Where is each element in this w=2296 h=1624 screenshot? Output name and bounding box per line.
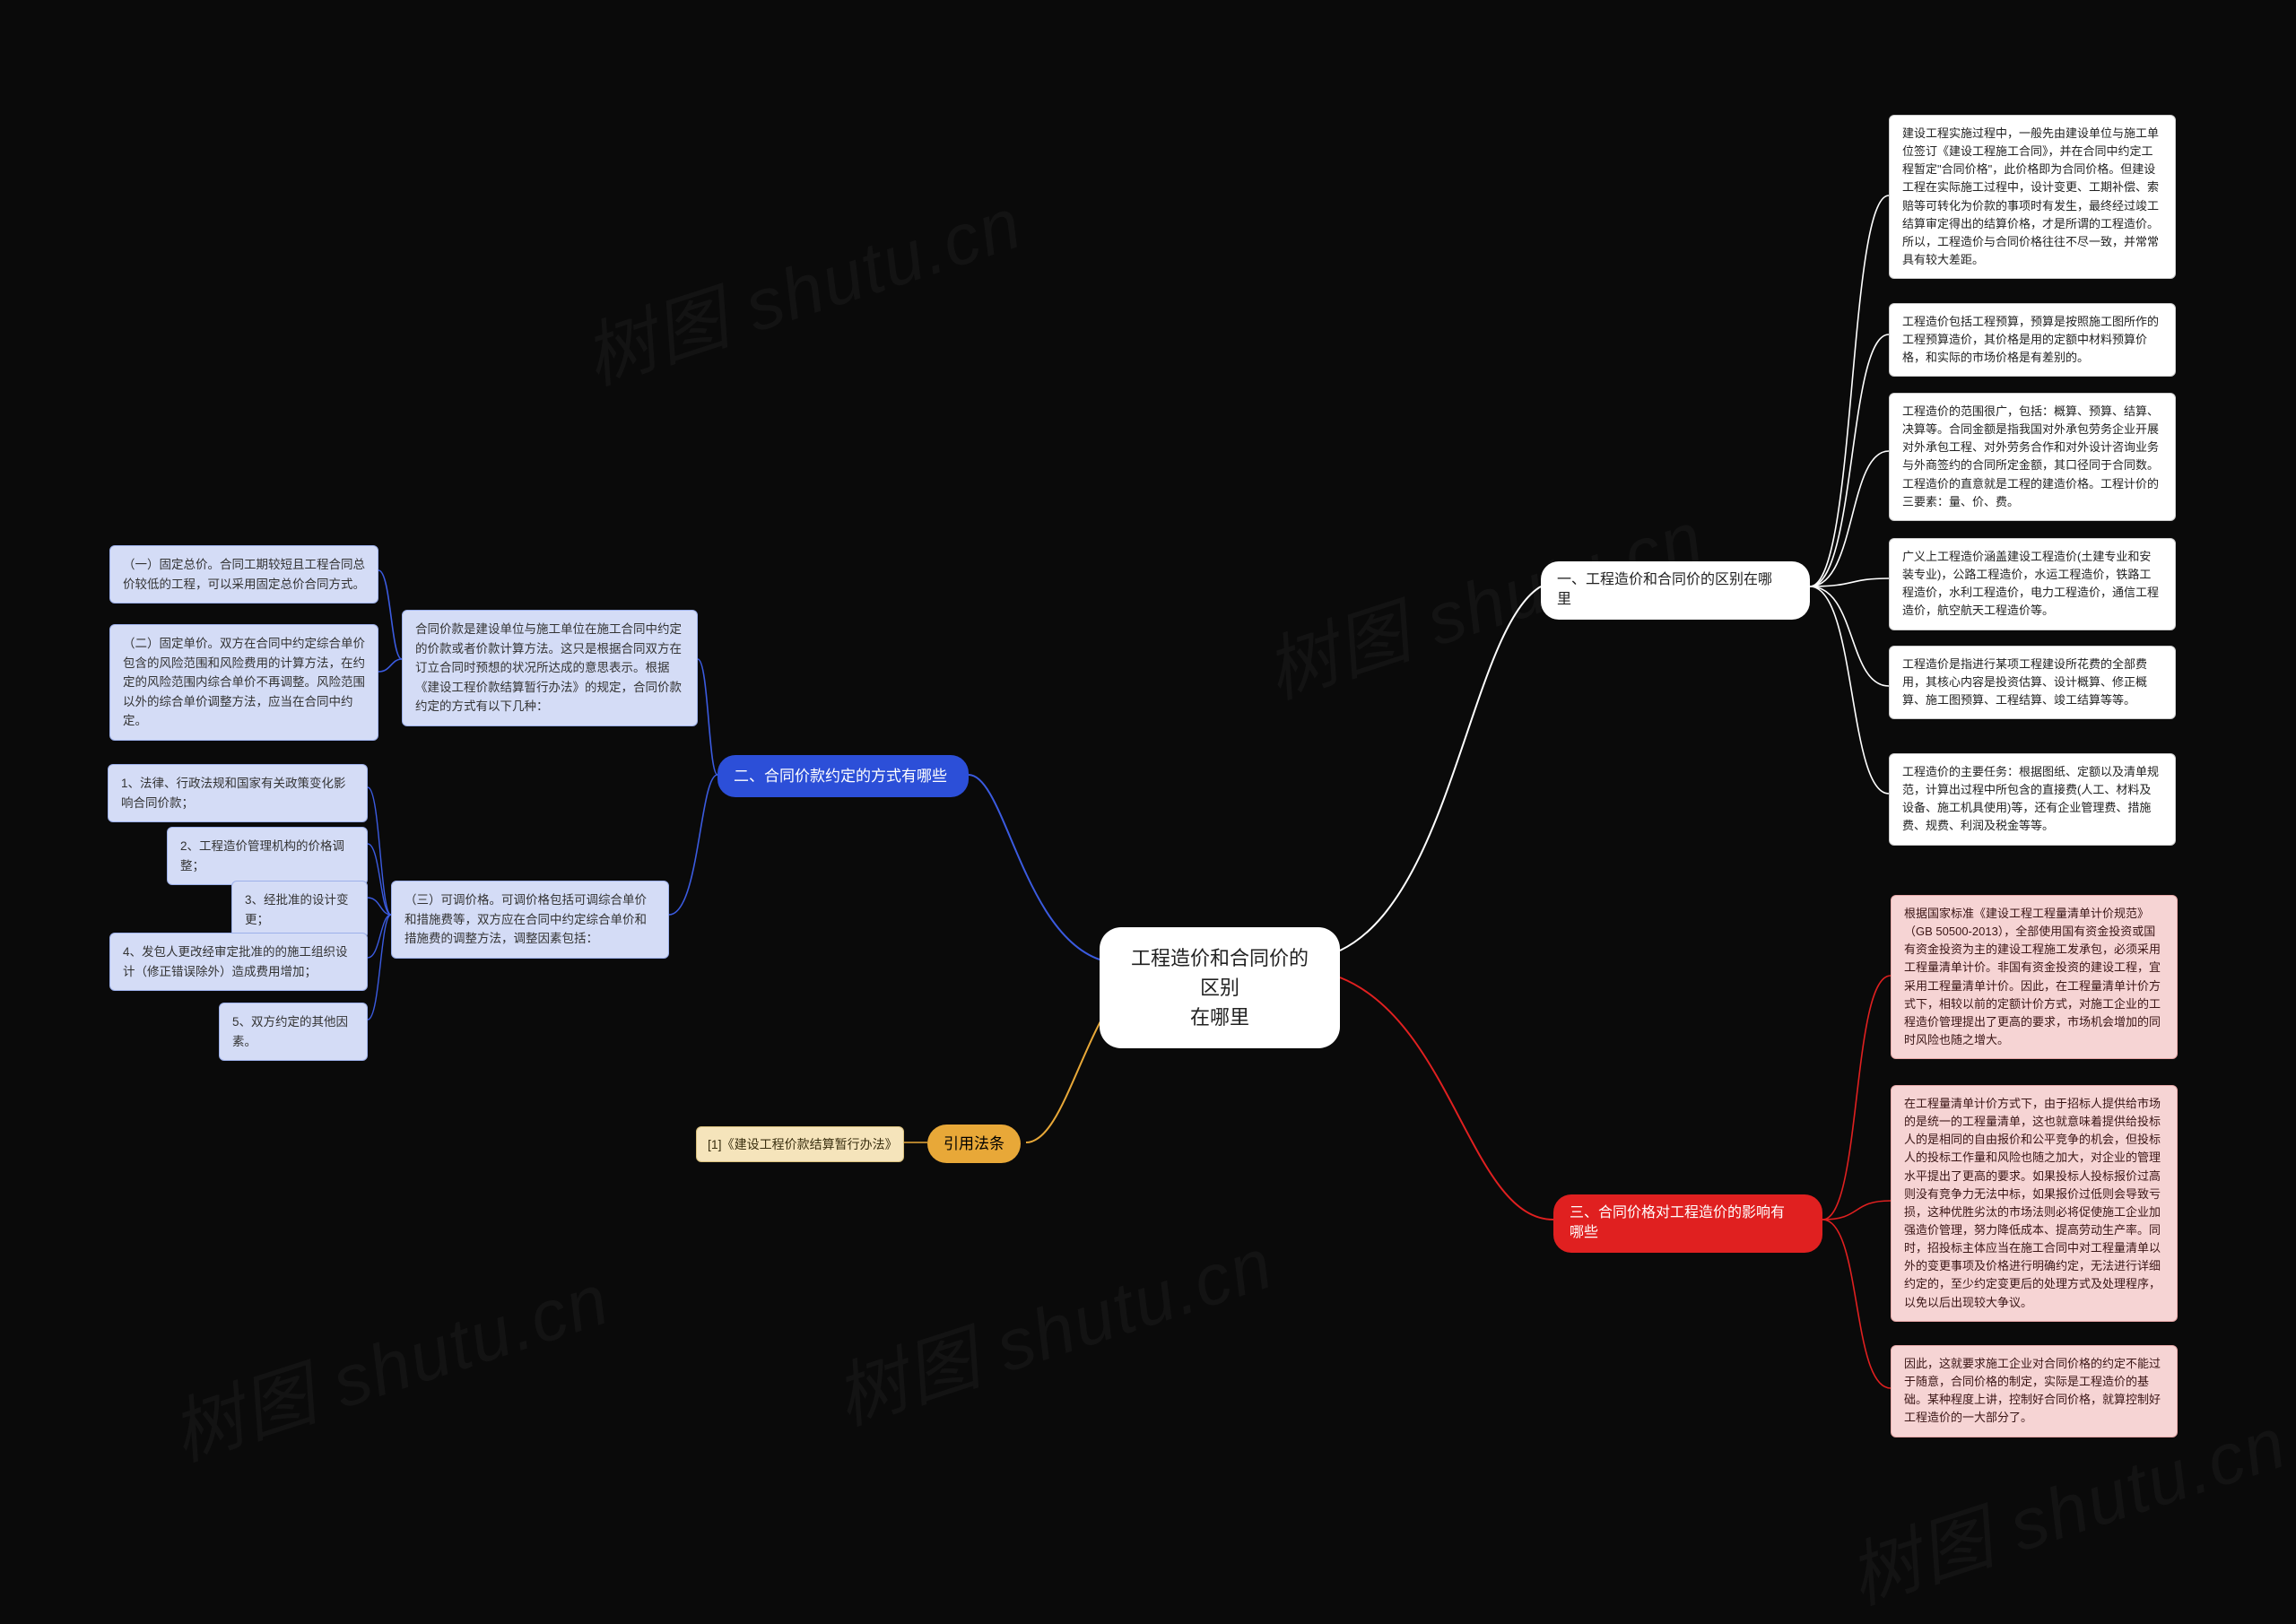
branch-3-leaf: [1]《建设工程价款结算暂行办法》 — [696, 1126, 904, 1162]
branch-4-title[interactable]: 三、合同价格对工程造价的影响有哪些 — [1553, 1194, 1822, 1253]
watermark: 树图 shutu.cn — [820, 1206, 1284, 1446]
branch-1-leaf: 建设工程实施过程中，一般先由建设单位与施工单位签订《建设工程施工合同》，并在合同… — [1889, 115, 2176, 279]
branch-3-title[interactable]: 引用法条 — [927, 1125, 1021, 1163]
branch-1-leaf: 工程造价是指进行某项工程建设所花费的全部费用，其核心内容是投资估算、设计概算、修… — [1889, 646, 2176, 719]
branch-4-leaf: 在工程量清单计价方式下，由于招标人提供给市场的是统一的工程量清单，这也就意味着提… — [1891, 1085, 2178, 1322]
branch-1-leaf: 工程造价的范围很广，包括：概算、预算、结算、决算等。合同金额是指我国对外承包劳务… — [1889, 393, 2176, 521]
branch-1-leaf: 广义上工程造价涵盖建设工程造价(土建专业和安装专业)，公路工程造价，水运工程造价… — [1889, 538, 2176, 630]
watermark: 树图 shutu.cn — [569, 166, 1033, 405]
branch-2-subitem: 3、经批准的设计变更； — [231, 881, 368, 939]
branch-2-item-3: （三）可调价格。可调价格包括可调综合单价和措施费等，双方应在合同中约定综合单价和… — [391, 881, 669, 959]
mindmap-center[interactable]: 工程造价和合同价的区别在哪里 — [1100, 927, 1340, 1048]
branch-2-item-2: （二）固定单价。双方在合同中约定综合单价包含的风险范围和风险费用的计算方法，在约… — [109, 624, 378, 741]
watermark: 树图 shutu.cn — [156, 1242, 621, 1481]
branch-2-subitem: 4、发包人更改经审定批准的的施工组织设计（修正错误除外）造成费用增加； — [109, 933, 368, 991]
branch-1-leaf: 工程造价的主要任务：根据图纸、定额以及清单规范，计算出过程中所包含的直接费(人工… — [1889, 753, 2176, 846]
branch-4-leaf: 因此，这就要求施工企业对合同价格的约定不能过于随意，合同价格的制定，实际是工程造… — [1891, 1345, 2178, 1437]
branch-2-intro: 合同价款是建设单位与施工单位在施工合同中约定的价款或者价款计算方法。这只是根据合… — [402, 610, 698, 726]
branch-2-subitem: 2、工程造价管理机构的价格调整； — [167, 827, 368, 885]
branch-2-subitem: 5、双方约定的其他因素。 — [219, 1003, 368, 1061]
branch-2-item-1: （一）固定总价。合同工期较短且工程合同总价较低的工程，可以采用固定总价合同方式。 — [109, 545, 378, 604]
branch-4-leaf: 根据国家标准《建设工程工程量清单计价规范》（GB 50500-2013），全部使… — [1891, 895, 2178, 1059]
branch-2-title[interactable]: 二、合同价款约定的方式有哪些 — [718, 755, 969, 797]
branch-1-leaf: 工程造价包括工程预算，预算是按照施工图所作的工程预算造价，其价格是用的定额中材料… — [1889, 303, 2176, 377]
branch-2-subitem: 1、法律、行政法规和国家有关政策变化影响合同价款； — [108, 764, 368, 822]
branch-1-title[interactable]: 一、工程造价和合同价的区别在哪里 — [1541, 561, 1810, 620]
